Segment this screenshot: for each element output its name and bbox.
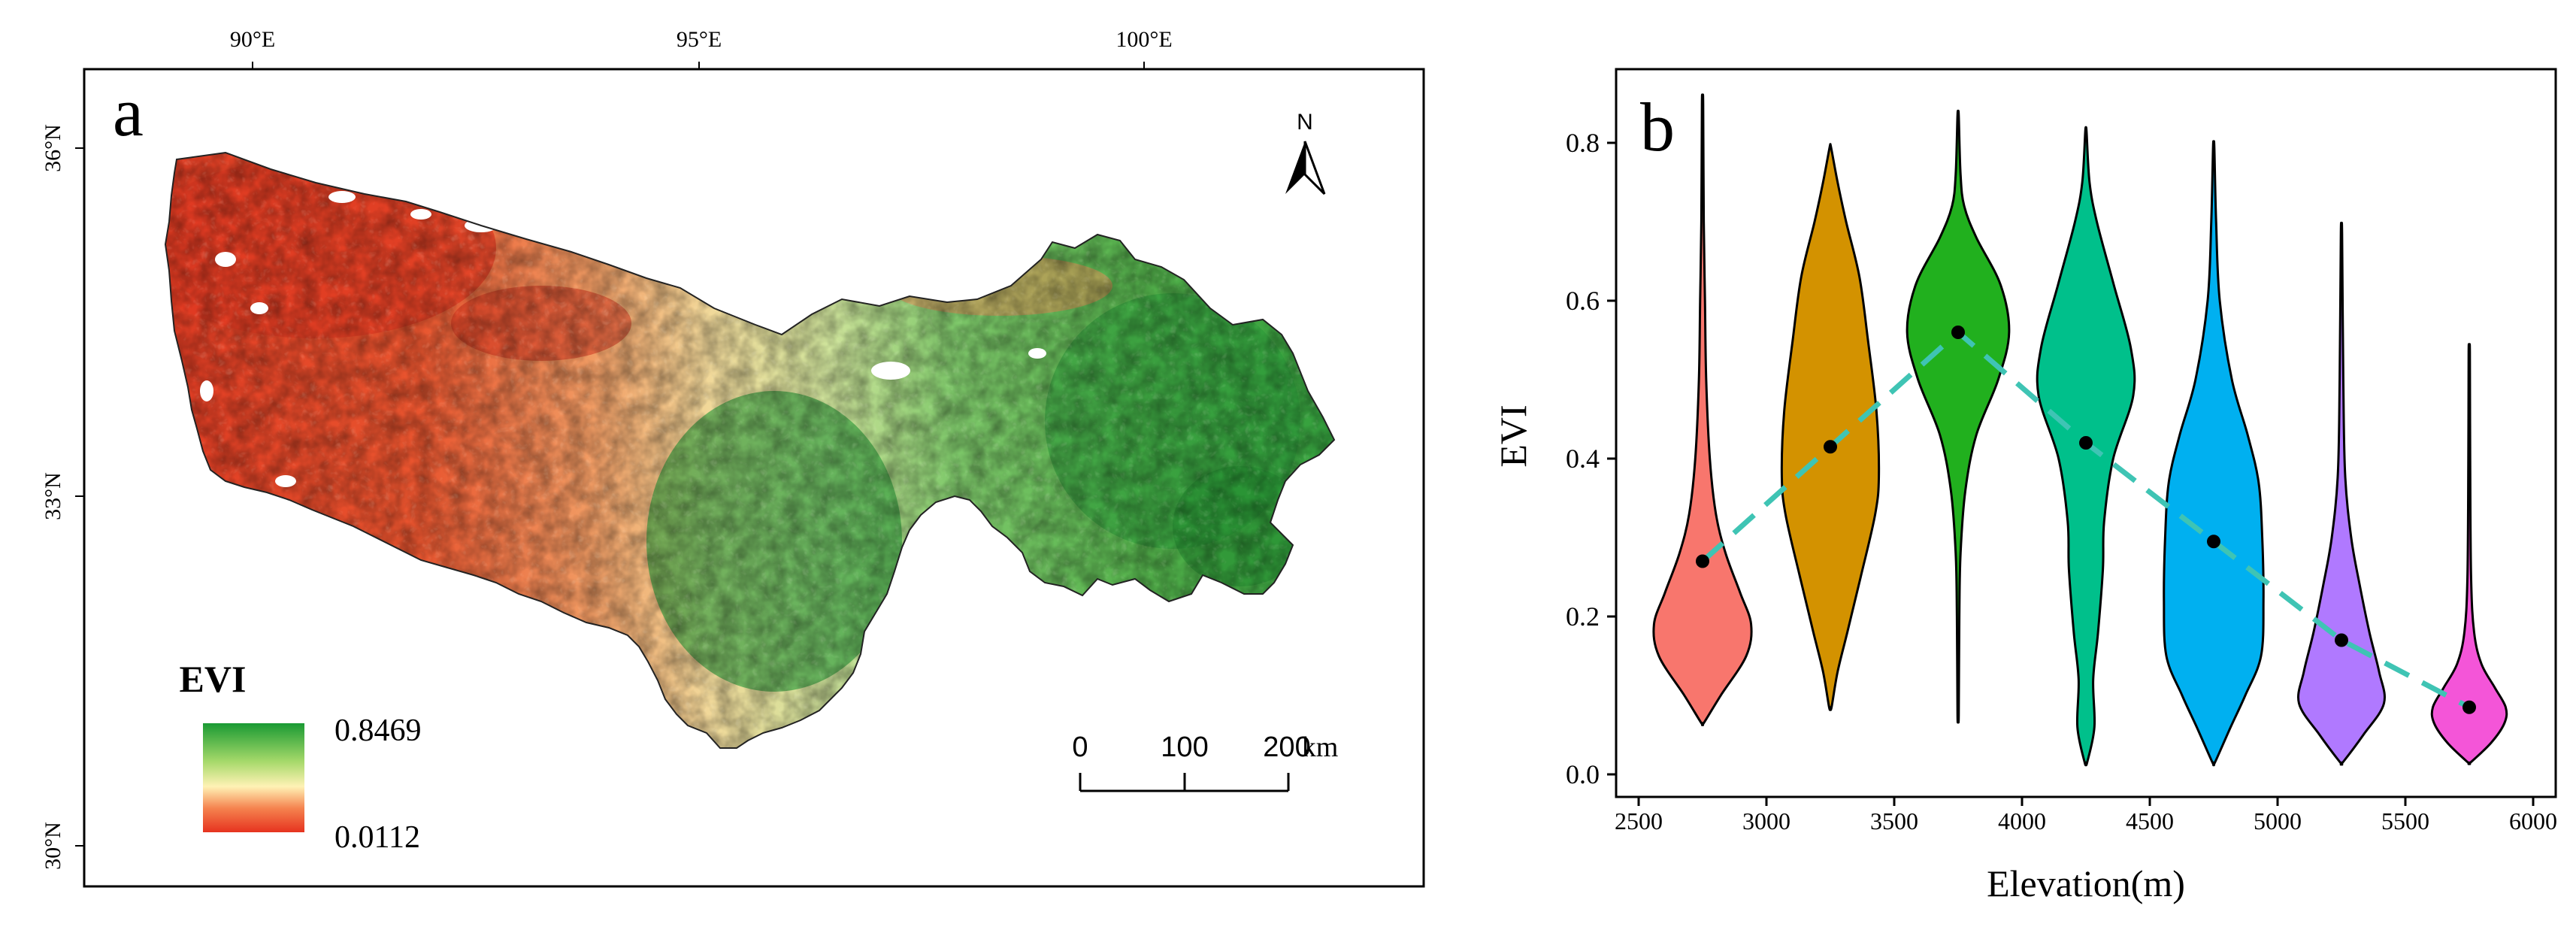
median-point-3250: [1824, 440, 1837, 454]
lat-tick-30: 30°N: [41, 822, 65, 870]
lon-tick-90: 90°E: [230, 27, 275, 52]
chart-frame: [1615, 68, 2557, 798]
panel-b-violin-chart: b 0.0 0.2 0.4 0.6 0.8 2500 3000 3500 4000 4500 50…: [1492, 68, 2557, 904]
violin-5250: [2297, 221, 2386, 766]
y-axis-title: EVI: [1492, 404, 1534, 467]
y-tick-label: 0.8: [1566, 128, 1600, 158]
lat-tick-36: 36°N: [41, 124, 65, 172]
violin-4750: [2163, 140, 2265, 767]
scale-label-100: 100: [1161, 732, 1208, 763]
median-point-3750: [1951, 326, 1965, 339]
north-label: N: [1297, 110, 1313, 135]
median-point-5250: [2335, 633, 2348, 647]
median-point-5750: [2462, 700, 2476, 714]
x-tick-label: 2500: [1615, 807, 1663, 835]
scale-label-200: 200: [1263, 732, 1310, 763]
north-arrow-icon: N: [1285, 110, 1326, 195]
x-tick-label: 4500: [2126, 807, 2174, 835]
median-points: [1696, 326, 2476, 714]
x-tick-label: 5500: [2381, 807, 2429, 835]
legend-title: EVI: [180, 658, 247, 700]
y-tick-label: 0.6: [1566, 286, 1600, 316]
y-axis: 0.0 0.2 0.4 0.6 0.8: [1566, 128, 1616, 789]
x-tick-label: 6000: [2509, 807, 2557, 835]
map-frame: [83, 68, 1425, 888]
panel-a-map: 90°E 95°E 100°E 36°N 33°N 30°N a N EVI 0…: [41, 27, 1425, 888]
panel-a-label: a: [113, 74, 144, 150]
lon-tick-100: 100°E: [1115, 27, 1172, 52]
y-tick-label: 0.4: [1566, 444, 1600, 474]
x-tick-label: 3000: [1742, 807, 1790, 835]
x-axis: 2500 3000 3500 4000 4500 5000 5500 6000: [1615, 797, 2557, 835]
violin-5750: [2430, 343, 2508, 765]
lon-tick-95: 95°E: [677, 27, 722, 52]
legend-colorbar: [203, 723, 304, 832]
median-point-2750: [1696, 554, 1709, 568]
y-tick-label: 0.0: [1566, 759, 1600, 789]
violin-3750: [1906, 109, 2011, 724]
x-tick-label: 3500: [1870, 807, 1918, 835]
legend-min-label: 0.0112: [334, 820, 420, 855]
scale-unit: km: [1302, 732, 1339, 763]
violin-3250: [1780, 143, 1881, 711]
violins: [1652, 93, 2508, 767]
median-point-4250: [2079, 436, 2093, 450]
scale-bar: [1079, 773, 1290, 792]
x-tick-label: 5000: [2254, 807, 2302, 835]
legend-max-label: 0.8469: [334, 713, 422, 748]
x-axis-title: Elevation(m): [1987, 862, 2185, 904]
panel-b-label: b: [1640, 89, 1675, 165]
y-tick-label: 0.2: [1566, 601, 1600, 632]
scale-label-0: 0: [1072, 732, 1088, 763]
violin-2750: [1652, 93, 1753, 726]
median-point-4750: [2207, 535, 2220, 549]
evi-map-region: [165, 153, 1334, 748]
lat-tick-33: 33°N: [41, 472, 65, 520]
x-tick-label: 4000: [1998, 807, 2046, 835]
